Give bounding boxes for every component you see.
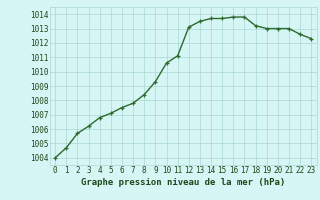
X-axis label: Graphe pression niveau de la mer (hPa): Graphe pression niveau de la mer (hPa) bbox=[81, 178, 285, 187]
